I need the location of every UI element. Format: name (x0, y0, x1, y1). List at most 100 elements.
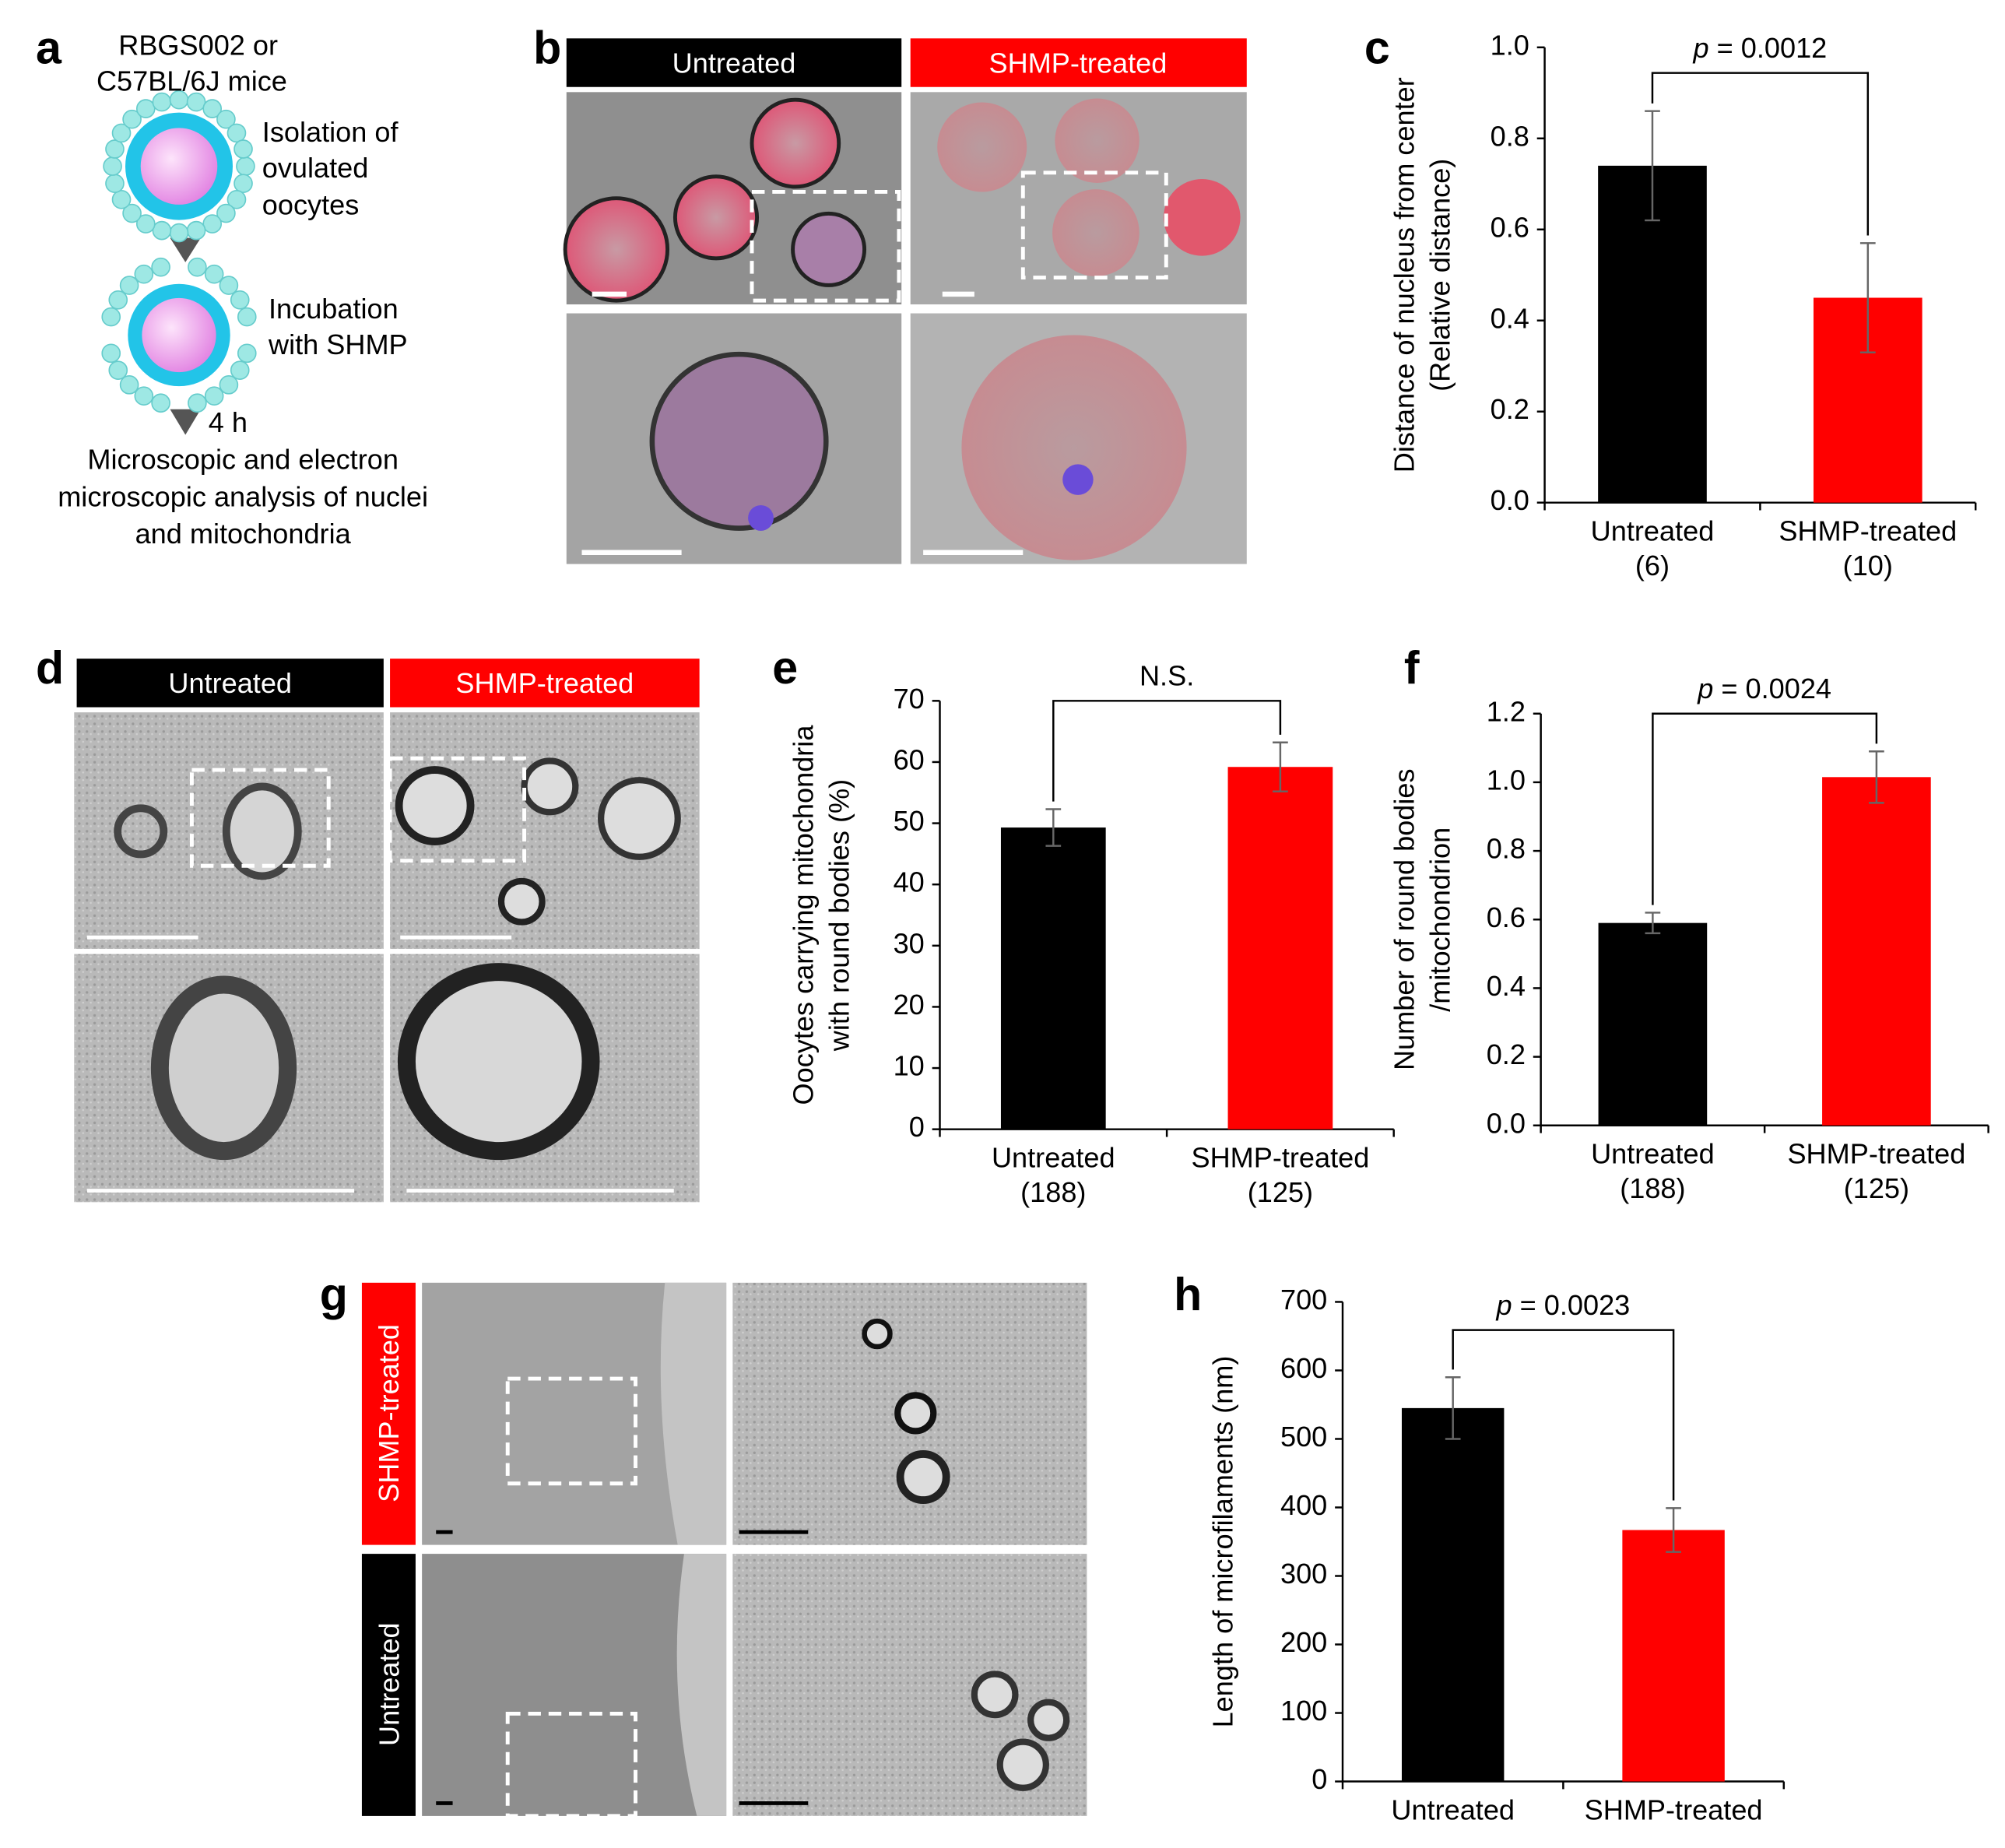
y-tick-label: 10 (894, 1050, 925, 1082)
image-shape (672, 174, 760, 261)
diagram-text: Isolation of (262, 116, 399, 148)
diagram-text: oocytes (262, 189, 359, 221)
cumulus-cell (169, 223, 189, 243)
image-shape (497, 877, 546, 926)
cumulus-cell (152, 220, 172, 241)
micrograph (74, 712, 700, 1203)
x-tick-label: (188) (1020, 1176, 1086, 1208)
y-tick-label: 0.2 (1491, 393, 1529, 425)
image-shape (397, 963, 600, 1161)
cumulus-cell (119, 276, 139, 295)
y-tick-label: 0.0 (1487, 1107, 1526, 1139)
x-tick-label: (125) (1248, 1176, 1313, 1208)
bar (1598, 922, 1708, 1126)
bar (1822, 777, 1931, 1126)
cumulus-cell (186, 220, 206, 241)
image-shape (1062, 464, 1094, 495)
cumulus-cell (135, 99, 156, 118)
y-tick-label: 1.0 (1491, 29, 1529, 61)
cumulus-cell (186, 92, 206, 112)
cumulus-cell (216, 203, 236, 223)
header-box (361, 1554, 416, 1816)
image-shape (1164, 179, 1241, 256)
y-axis-label: Distance of nucleus from center (1389, 77, 1420, 473)
header-box (390, 659, 700, 708)
cumulus-cell (204, 386, 224, 406)
annotation: N.S. (1139, 659, 1194, 691)
y-tick-label: 0.6 (1487, 901, 1526, 933)
cumulus-cell (135, 214, 156, 234)
oocyte (140, 128, 218, 205)
y-axis-label: (Relative distance) (1424, 159, 1456, 392)
cumulus-cell (108, 290, 128, 310)
x-tick-label: SHMP-treated (1191, 1142, 1369, 1174)
bar (1401, 1407, 1505, 1782)
oocyte (142, 297, 216, 373)
image-shape (222, 782, 302, 880)
y-axis-label: /mitochondrion (1424, 827, 1456, 1012)
header-box (910, 38, 1247, 87)
cumulus-cell (111, 189, 132, 209)
annotation: p = 0.0023 (1496, 1289, 1631, 1321)
cumulus-cell (188, 393, 207, 413)
cumulus-cell (226, 189, 247, 209)
image-header: SHMP-treated (373, 1324, 405, 1502)
micrograph (422, 1282, 1087, 1818)
x-tick-label: SHMP-treated (1585, 1794, 1763, 1826)
header-box (566, 38, 902, 87)
panel-label: d (36, 641, 64, 694)
cumulus-cell (237, 307, 257, 327)
image-shape (1055, 98, 1139, 183)
y-tick-label: 0.0 (1491, 484, 1529, 516)
cumulus-cell (151, 257, 170, 277)
image-shape (937, 102, 1027, 192)
cumulus-cell (230, 360, 250, 380)
image-header: SHMP-treated (988, 47, 1167, 79)
image-shape (649, 351, 829, 531)
image-shape (961, 335, 1187, 560)
cumulus-cell (236, 156, 255, 176)
x-tick-label: Untreated (992, 1142, 1115, 1174)
image-shape (896, 1450, 950, 1505)
bar (1598, 165, 1707, 503)
significance-bracket (1651, 72, 1870, 236)
error-bar (1859, 242, 1876, 353)
y-axis-label: with round bodies (%) (823, 779, 855, 1052)
error-bar (1045, 808, 1062, 847)
x-tick-label: (6) (1635, 550, 1670, 581)
image-shape (1027, 1699, 1070, 1741)
cumulus-cell (103, 156, 122, 176)
cumulus-cell (219, 276, 239, 295)
y-axis-label: Number of round bodies (1389, 768, 1420, 1070)
cumulus-cell (234, 174, 253, 194)
image-shape (971, 1671, 1019, 1719)
oocyte-illustration (125, 112, 233, 435)
bar (1622, 1530, 1725, 1782)
header-box (361, 1282, 416, 1545)
annotation: p = 0.0024 (1697, 673, 1831, 704)
y-tick-label: 200 (1280, 1626, 1327, 1658)
image-shape (189, 768, 331, 868)
y-tick-label: 50 (894, 805, 925, 837)
y-tick-label: 400 (1280, 1489, 1327, 1521)
panel-label: g (320, 1268, 348, 1320)
cumulus-cell (237, 343, 257, 364)
cumulus-cell (216, 109, 236, 129)
image-shape (521, 757, 579, 816)
cumulus-cell (122, 203, 142, 223)
image-header: Untreated (168, 667, 292, 699)
error-bar (1645, 912, 1661, 935)
image-header: Untreated (373, 1622, 405, 1746)
diagram-text: Microscopic and electron (87, 444, 399, 476)
cumulus-cell (101, 307, 121, 327)
x-tick-label: Untreated (1591, 1138, 1715, 1170)
image-shape (1020, 170, 1168, 279)
significance-bracket (1652, 712, 1878, 905)
y-tick-label: 700 (1280, 1284, 1327, 1316)
x-tick-label: Untreated (1591, 515, 1715, 547)
y-axis-label: Length of microfilaments (nm) (1206, 1356, 1238, 1728)
arrow (170, 237, 201, 262)
bar (1000, 827, 1106, 1130)
